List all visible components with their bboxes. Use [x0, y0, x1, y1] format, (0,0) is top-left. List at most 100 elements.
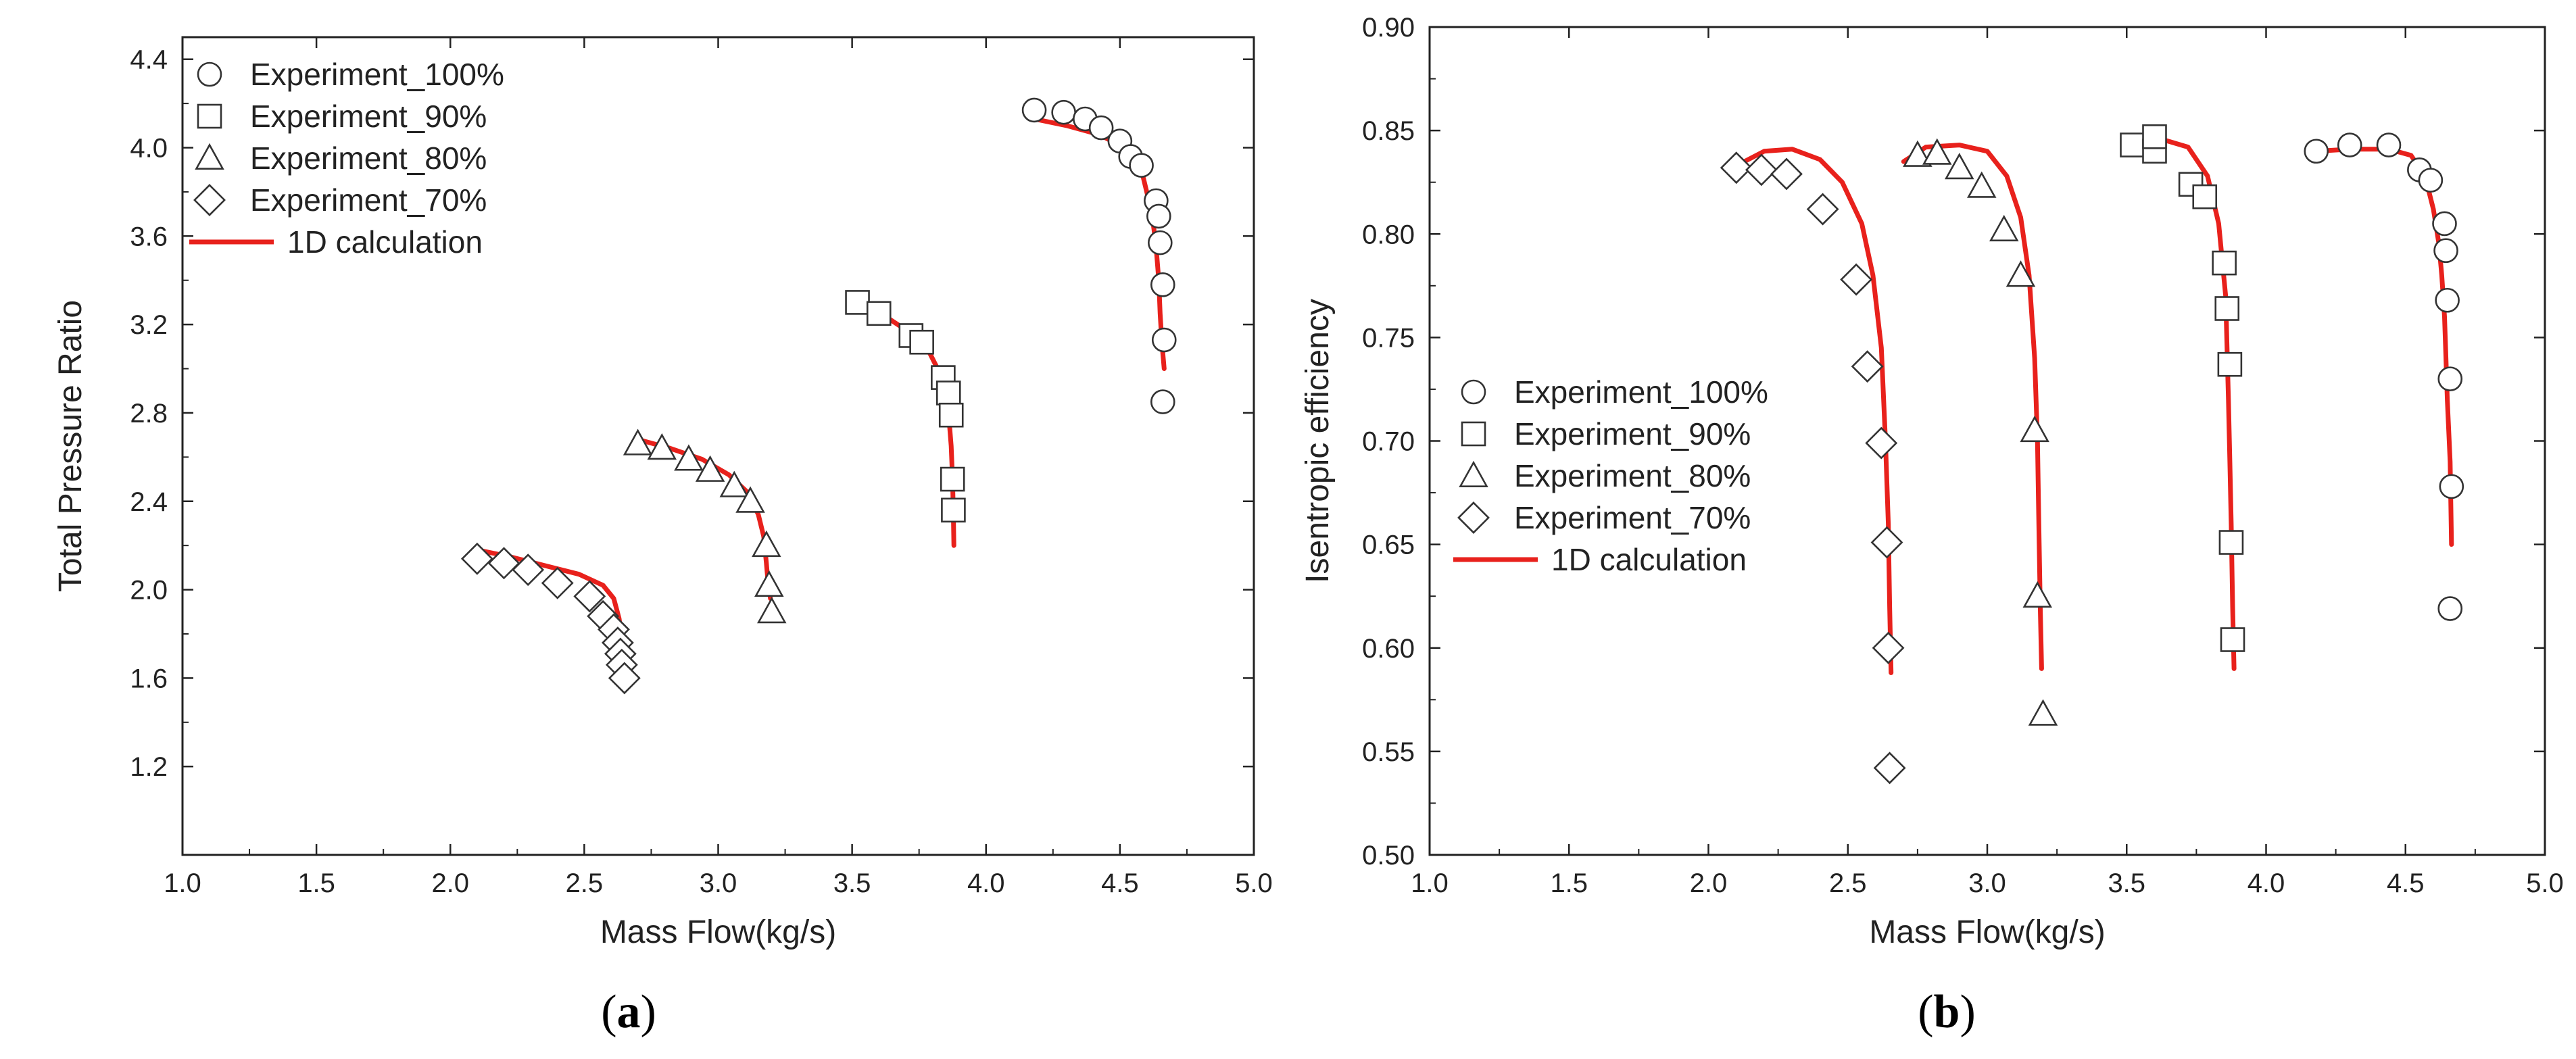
- x-tick-label: 4.0: [967, 868, 1005, 898]
- y-tick-label: 2.0: [130, 576, 168, 606]
- data-point-triangle: [674, 444, 704, 471]
- data-point-square: [2178, 172, 2204, 197]
- data-point-circle: [1148, 230, 1173, 255]
- data-point-triangle: [1922, 138, 1952, 165]
- y-tick-label: 0.60: [1362, 634, 1415, 664]
- panel-label-text: (a): [601, 986, 656, 1038]
- data-point-circle: [1146, 203, 1171, 229]
- data-point-triangle: [719, 470, 750, 497]
- data-point-triangle: [2006, 260, 2036, 287]
- data-point-circle: [1151, 327, 1177, 353]
- data-point-diamond: [1806, 193, 1839, 226]
- calc-line-segment: [1901, 143, 2044, 671]
- x-tick-label: 3.5: [2108, 868, 2145, 898]
- data-point-diamond: [1870, 526, 1903, 559]
- x-tick-label: 3.0: [1968, 868, 2006, 898]
- data-point-triangle: [1966, 171, 1997, 198]
- legend-marker-triangle: [195, 143, 224, 170]
- panel-label-b: (b): [1918, 986, 1976, 1038]
- legend-label: Experiment_70%: [250, 182, 487, 218]
- data-point-circle: [2439, 474, 2464, 499]
- y-tick-label: 1.6: [130, 664, 168, 693]
- y-tick-label: 0.80: [1362, 220, 1415, 249]
- data-point-square: [2192, 184, 2218, 210]
- data-point-square: [2214, 296, 2240, 321]
- x-tick-label: 2.5: [1829, 868, 1867, 898]
- x-tick-label: 5.0: [1235, 868, 1273, 898]
- data-point-square: [2220, 627, 2245, 652]
- x-tick-label: 2.0: [1690, 868, 1728, 898]
- data-point-circle: [1088, 115, 1114, 141]
- data-point-square: [2212, 250, 2237, 276]
- data-point-diamond: [512, 553, 545, 587]
- data-point-circle: [2437, 366, 2463, 391]
- data-point-circle: [2437, 596, 2463, 621]
- y-tick-label: 4.4: [130, 45, 168, 75]
- y-tick-label: 0.55: [1362, 737, 1415, 767]
- y-tick-label: 2.4: [130, 487, 168, 517]
- data-point-triangle: [735, 486, 765, 513]
- data-point-circle: [2433, 238, 2458, 264]
- x-tick-label: 1.0: [1411, 868, 1449, 898]
- x-tick-label: 5.0: [2526, 868, 2564, 898]
- legend-label: Experiment_70%: [1514, 500, 1751, 535]
- data-point-diamond: [608, 662, 641, 695]
- x-axis-title: Mass Flow(kg/s): [600, 914, 836, 950]
- x-tick-label: 1.0: [164, 868, 201, 898]
- data-point-triangle: [1944, 153, 1974, 180]
- calc-line-segment: [2130, 136, 2237, 671]
- x-tick-label: 3.5: [833, 868, 871, 898]
- data-point-diamond: [1865, 426, 1898, 460]
- legend-marker-triangle: [1459, 460, 1488, 487]
- legend-marker-square: [1461, 421, 1486, 447]
- data-point-circle: [1021, 97, 1047, 123]
- x-tick-label: 1.5: [1550, 868, 1588, 898]
- data-point-square: [845, 290, 870, 315]
- y-tick-label: 2.8: [130, 399, 168, 428]
- data-point-triangle: [623, 428, 653, 455]
- legend: Experiment_100% Experiment_90% Experiment_…: [1453, 374, 1768, 577]
- y-tick-label: 1.2: [130, 752, 168, 782]
- data-point-circle: [2435, 287, 2460, 313]
- series-group: [460, 97, 1177, 695]
- y-axis: 0.50 0.55 0.60 0.65 0.70 0.75 0.80 0.85 0.90 Isen…: [1300, 13, 2545, 870]
- data-point-diamond: [1745, 153, 1778, 187]
- data-point-square: [2142, 124, 2167, 149]
- legend-label: Experiment_80%: [250, 141, 487, 176]
- legend-marker-circle: [197, 61, 222, 87]
- data-point-circle: [1051, 99, 1076, 125]
- calc-line-segment: [635, 437, 773, 601]
- legend-label: Experiment_80%: [1514, 458, 1751, 493]
- data-point-square: [935, 380, 961, 405]
- data-point-circle: [1129, 153, 1154, 178]
- y-tick-label: 0.65: [1362, 531, 1415, 560]
- panel-label-text: (b): [1918, 986, 1976, 1038]
- data-point-triangle: [2020, 415, 2049, 443]
- data-point-diamond: [1770, 157, 1803, 191]
- data-point-diamond: [1840, 263, 1873, 296]
- data-point-circle: [2376, 132, 2402, 157]
- calc-line-segment: [2314, 147, 2454, 547]
- legend-label: 1D calculation: [287, 224, 483, 260]
- data-point-square: [941, 497, 966, 523]
- data-point-circle: [2432, 211, 2457, 237]
- x-tick-label: 3.0: [700, 868, 737, 898]
- data-point-triangle: [756, 597, 787, 624]
- x-tick-label: 4.0: [2247, 868, 2285, 898]
- chart-panel-a: (a) 1.0 1.5 2.0 2.5 3.0 3.5 4.0 4.5 5.0 Mass Flow…: [53, 36, 1273, 1038]
- y-tick-label: 0.85: [1362, 116, 1415, 146]
- y-tick-label: 4.0: [130, 134, 168, 164]
- x-axis: 1.0 1.5 2.0 2.5 3.0 3.5 4.0 4.5 5.0 Mass Flow(kg/…: [1411, 27, 2564, 950]
- data-point-square: [909, 329, 934, 355]
- y-tick-label: 0.70: [1362, 427, 1415, 457]
- y-axis-title: Total Pressure Ratio: [53, 300, 89, 592]
- data-point-circle: [2304, 139, 2329, 164]
- data-point-triangle: [1903, 140, 1933, 167]
- data-point-circle: [2337, 132, 2362, 157]
- data-point-circle: [1150, 272, 1175, 297]
- calc-line-segment: [1734, 147, 1894, 675]
- data-point-square: [940, 466, 965, 492]
- y-axis: 1.2 1.6 2.0 2.4 2.8 3.2 3.6 4.0 4.4 Total Pressur…: [53, 45, 1254, 782]
- y-tick-label: 0.90: [1362, 13, 1415, 43]
